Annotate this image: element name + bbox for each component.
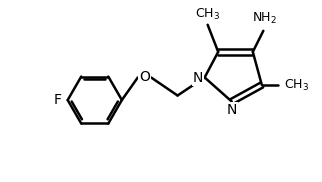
Text: NH$_2$: NH$_2$ bbox=[252, 11, 277, 26]
Text: N: N bbox=[227, 103, 237, 117]
Text: CH$_3$: CH$_3$ bbox=[195, 7, 220, 22]
Text: O: O bbox=[139, 70, 150, 84]
Text: CH$_3$: CH$_3$ bbox=[284, 77, 309, 92]
Text: N: N bbox=[193, 71, 203, 85]
Text: F: F bbox=[54, 93, 62, 107]
